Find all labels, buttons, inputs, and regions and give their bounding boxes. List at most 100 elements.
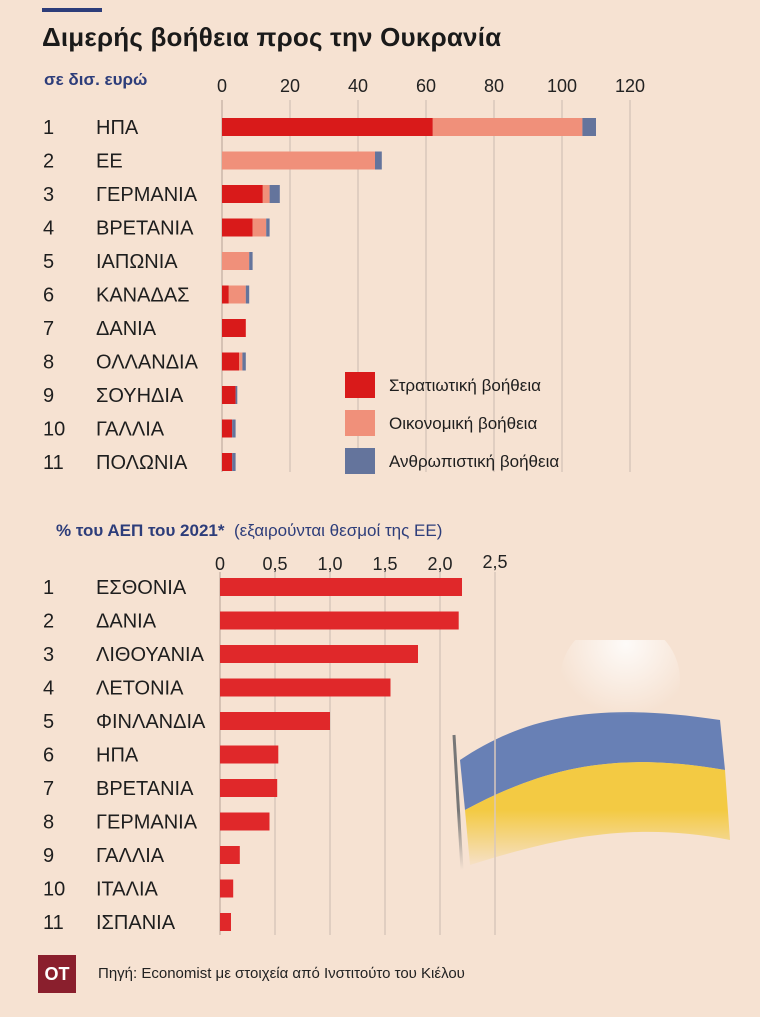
- chart2-category-label: ΛΙΘΟΥΑΝΙΑ: [96, 644, 205, 666]
- chart2-rank-label: 8: [43, 812, 54, 834]
- chart1-category-label: ΠΟΛΩΝΙΑ: [96, 452, 188, 474]
- chart1-bar-segment: [235, 386, 238, 404]
- source-note: Πηγή: Economist με στοιχεία από Ινστιτού…: [98, 965, 465, 982]
- chart1-bar-segment: [249, 252, 253, 270]
- chart1-legend-label: Στρατιωτική βοήθεια: [389, 376, 541, 395]
- chart2-unit-note: (εξαιρούνται θεσμοί της ΕΕ): [233, 521, 443, 540]
- chart1-bar-segment: [228, 285, 246, 304]
- chart2-x-tick: 2,0: [427, 554, 452, 574]
- chart1-category-label: ΕΕ: [96, 151, 123, 173]
- chart1-bar-segment: [582, 118, 596, 136]
- chart1-x-tick: 60: [416, 76, 436, 96]
- chart1-legend-label: Ανθρωπιστική βοήθεια: [389, 452, 559, 471]
- chart1-rank-label: 9: [43, 385, 54, 407]
- chart2-bar: [220, 712, 330, 730]
- chart1-rank-label: 11: [43, 452, 64, 474]
- chart2-category-label: ΙΣΠΑΝΙΑ: [96, 912, 176, 934]
- chart1-category-label: ΓΑΛΛΙΑ: [96, 419, 165, 441]
- chart1-bar-segment: [252, 218, 267, 237]
- chart2-x-tick: 1,0: [317, 554, 342, 574]
- chart1-category-label: ΣΟΥΗΔΙΑ: [96, 385, 184, 407]
- chart1-bar-segment: [245, 285, 250, 304]
- chart2-bar: [220, 645, 418, 663]
- chart1-bar-segment: [222, 218, 253, 237]
- chart1-bar-segment: [222, 419, 233, 438]
- chart2-unit-bold: % του ΑΕΠ του 2021*: [56, 521, 225, 540]
- chart1-bar-segment: [266, 218, 270, 237]
- chart1-legend-swatch: [345, 410, 375, 436]
- chart1-rank-label: 5: [43, 251, 54, 273]
- chart1-category-label: ΔΑΝΙΑ: [96, 318, 157, 340]
- chart2-bar: [220, 913, 231, 931]
- chart2-category-label: ΦΙΝΛΑΝΔΙΑ: [96, 711, 206, 733]
- chart1-legend-label: Οικονομική βοήθεια: [389, 414, 537, 433]
- chart2-rank-label: 6: [43, 745, 54, 767]
- chart1-category-label: ΓΕΡΜΑΝΙΑ: [96, 184, 198, 206]
- chart2-unit-label: % του ΑΕΠ του 2021* (εξαιρούνται θεσμοί …: [56, 521, 442, 541]
- chart1-x-tick: 40: [348, 76, 368, 96]
- chart2-bar: [220, 812, 270, 831]
- chart1-rank-label: 6: [43, 285, 54, 307]
- chart1-bar-segment: [222, 285, 229, 304]
- chart1-rank-label: 8: [43, 352, 54, 374]
- chart2-category-label: ΗΠΑ: [96, 745, 139, 767]
- chart2-rank-label: 5: [43, 711, 54, 733]
- chart1-category-label: ΗΠΑ: [96, 117, 139, 139]
- chart2-x-tick: 1,5: [372, 554, 397, 574]
- chart2-category-label: ΛΕΤΟΝΙΑ: [96, 678, 184, 700]
- chart1-rank-label: 4: [43, 218, 54, 240]
- chart2-category-label: ΒΡΕΤΑΝΙΑ: [96, 778, 194, 800]
- chart1-bar-segment: [222, 151, 375, 170]
- chart2-category-label: ΕΣΘΟΝΙΑ: [96, 577, 187, 599]
- chart1-x-tick: 20: [280, 76, 300, 96]
- chart2-rank-label: 11: [43, 912, 64, 934]
- chart2-rank-label: 7: [43, 778, 54, 800]
- chart1-category-label: ΚΑΝΑΔΑΣ: [96, 285, 190, 307]
- chart1-legend-swatch: [345, 372, 375, 398]
- chart1-rank-label: 7: [43, 318, 54, 340]
- ot-logo: ΟΤ: [38, 955, 76, 993]
- ukraine-flag-image: [440, 640, 740, 870]
- chart1-bar-segment: [432, 118, 583, 136]
- chart1-bar-segment: [375, 151, 382, 170]
- chart2-x-tick: 0,5: [262, 554, 287, 574]
- chart1-x-tick: 80: [484, 76, 504, 96]
- chart2-bar: [220, 846, 240, 864]
- aid-billions-chart: 0 20 40 60 80 100 120 1 ΗΠΑ 2 ΕΕ 3 ΓΕΡΜΑΝΙΑ 4 ΒΡΕΤΑΝΙΑ…: [43, 76, 645, 474]
- chart1-rank-label: 1: [43, 117, 54, 139]
- chart1-rank-label: 2: [43, 151, 54, 173]
- chart1-x-tick: 100: [547, 76, 577, 96]
- page-title: Διμερής βοήθεια προς την Ουκρανία: [42, 22, 502, 52]
- chart2-category-label: ΙΤΑΛΙΑ: [96, 879, 159, 901]
- chart1-bar-segment: [222, 118, 433, 136]
- chart2-bar: [220, 879, 234, 898]
- chart1-bar-segment: [232, 453, 236, 471]
- chart2-bar: [220, 578, 462, 596]
- chart1-category-label: ΟΛΛΑΝΔΙΑ: [96, 352, 199, 374]
- chart1-unit-label: σε δισ. ευρώ: [44, 70, 148, 89]
- chart1-bar-segment: [222, 386, 236, 404]
- chart1-category-label: ΙΑΠΩΝΙΑ: [96, 251, 178, 273]
- chart1-x-tick: 120: [615, 76, 645, 96]
- chart2-rank-label: 9: [43, 845, 54, 867]
- chart1-bar-segment: [222, 185, 263, 203]
- chart1-bar-segment: [222, 319, 246, 337]
- chart2-category-label: ΓΕΡΜΑΝΙΑ: [96, 812, 198, 834]
- top-accent-bar: [42, 8, 102, 12]
- chart2-rank-label: 10: [43, 879, 65, 901]
- chart1-legend-swatch: [345, 448, 375, 474]
- chart2-bar: [220, 745, 279, 764]
- chart2-x-tick: 2,5: [482, 552, 507, 572]
- chart2-category-label: ΔΑΝΙΑ: [96, 611, 157, 633]
- chart1-bar-segment: [222, 453, 233, 471]
- chart1-rank-label: 10: [43, 419, 65, 441]
- chart2-bar: [220, 779, 278, 797]
- chart1-category-label: ΒΡΕΤΑΝΙΑ: [96, 218, 194, 240]
- chart1-x-tick: 0: [217, 76, 227, 96]
- chart2-rank-label: 1: [43, 577, 54, 599]
- chart1-bar-segment: [242, 352, 246, 371]
- chart2-x-tick: 0: [215, 554, 225, 574]
- chart1-bar-segment: [232, 419, 236, 438]
- chart1-bar-segment: [222, 252, 250, 270]
